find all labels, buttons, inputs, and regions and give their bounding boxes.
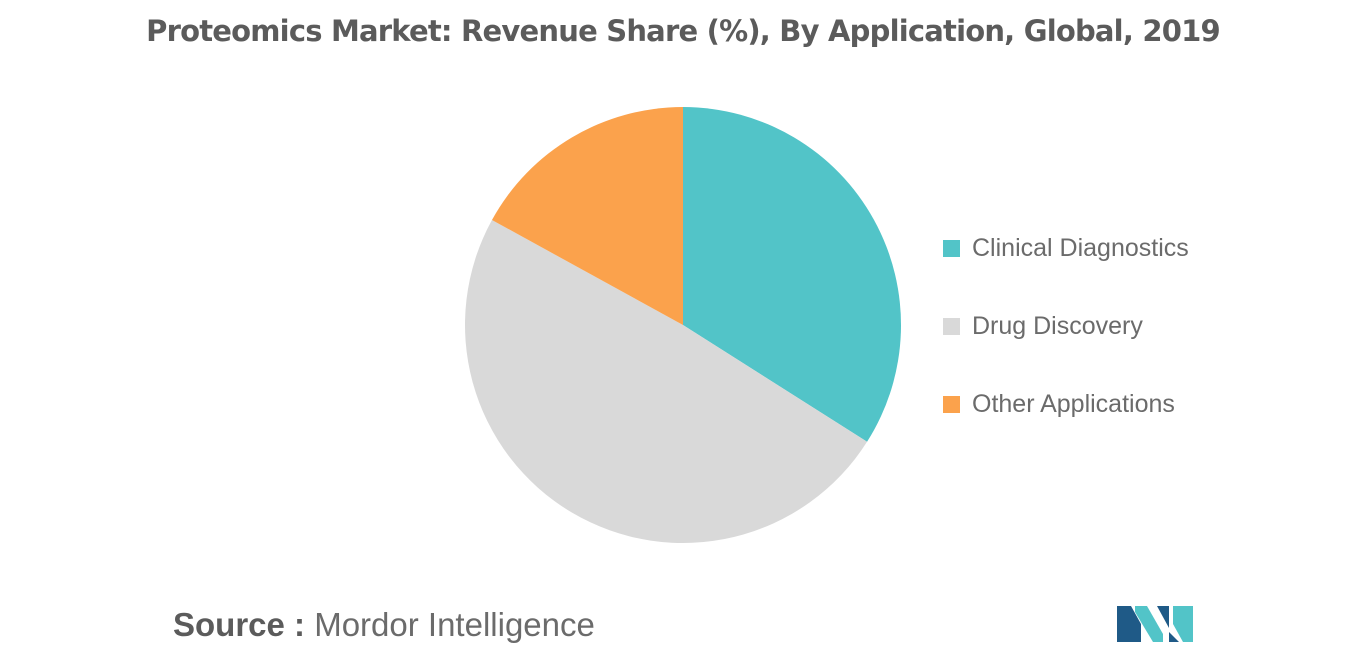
logo-mark-far-right	[1173, 606, 1193, 642]
pie-slice-other-applications	[491, 106, 683, 325]
pie-slice-clinical-diagnostics	[683, 107, 901, 442]
logo-mark-left	[1117, 606, 1141, 642]
pie-slice-drug-discovery	[465, 219, 868, 543]
source-text: Mordor Intelligence	[314, 606, 595, 643]
legend-label: Other Applications	[972, 389, 1175, 418]
logo-mark-right	[1157, 606, 1169, 628]
legend-swatch	[943, 239, 960, 257]
source-prefix: Source :	[173, 606, 306, 643]
logo-mark-accent	[1169, 632, 1179, 642]
legend: Clinical Diagnostics Drug Discovery Othe…	[943, 226, 1189, 460]
mordor-intelligence-logo-icon	[1117, 606, 1193, 642]
chart-title: Proteomics Market: Revenue Share (%), By…	[146, 14, 1221, 48]
legend-item-drug-discovery: Drug Discovery	[943, 304, 1189, 348]
logo-mark-middle	[1135, 606, 1163, 642]
legend-item-other-applications: Other Applications	[943, 382, 1189, 426]
source-note: Source : Mordor Intelligence	[173, 606, 595, 644]
legend-label: Drug Discovery	[972, 311, 1143, 340]
legend-swatch	[943, 317, 960, 335]
legend-swatch	[943, 395, 960, 413]
legend-item-clinical-diagnostics: Clinical Diagnostics	[943, 226, 1189, 270]
legend-label: Clinical Diagnostics	[972, 233, 1189, 262]
